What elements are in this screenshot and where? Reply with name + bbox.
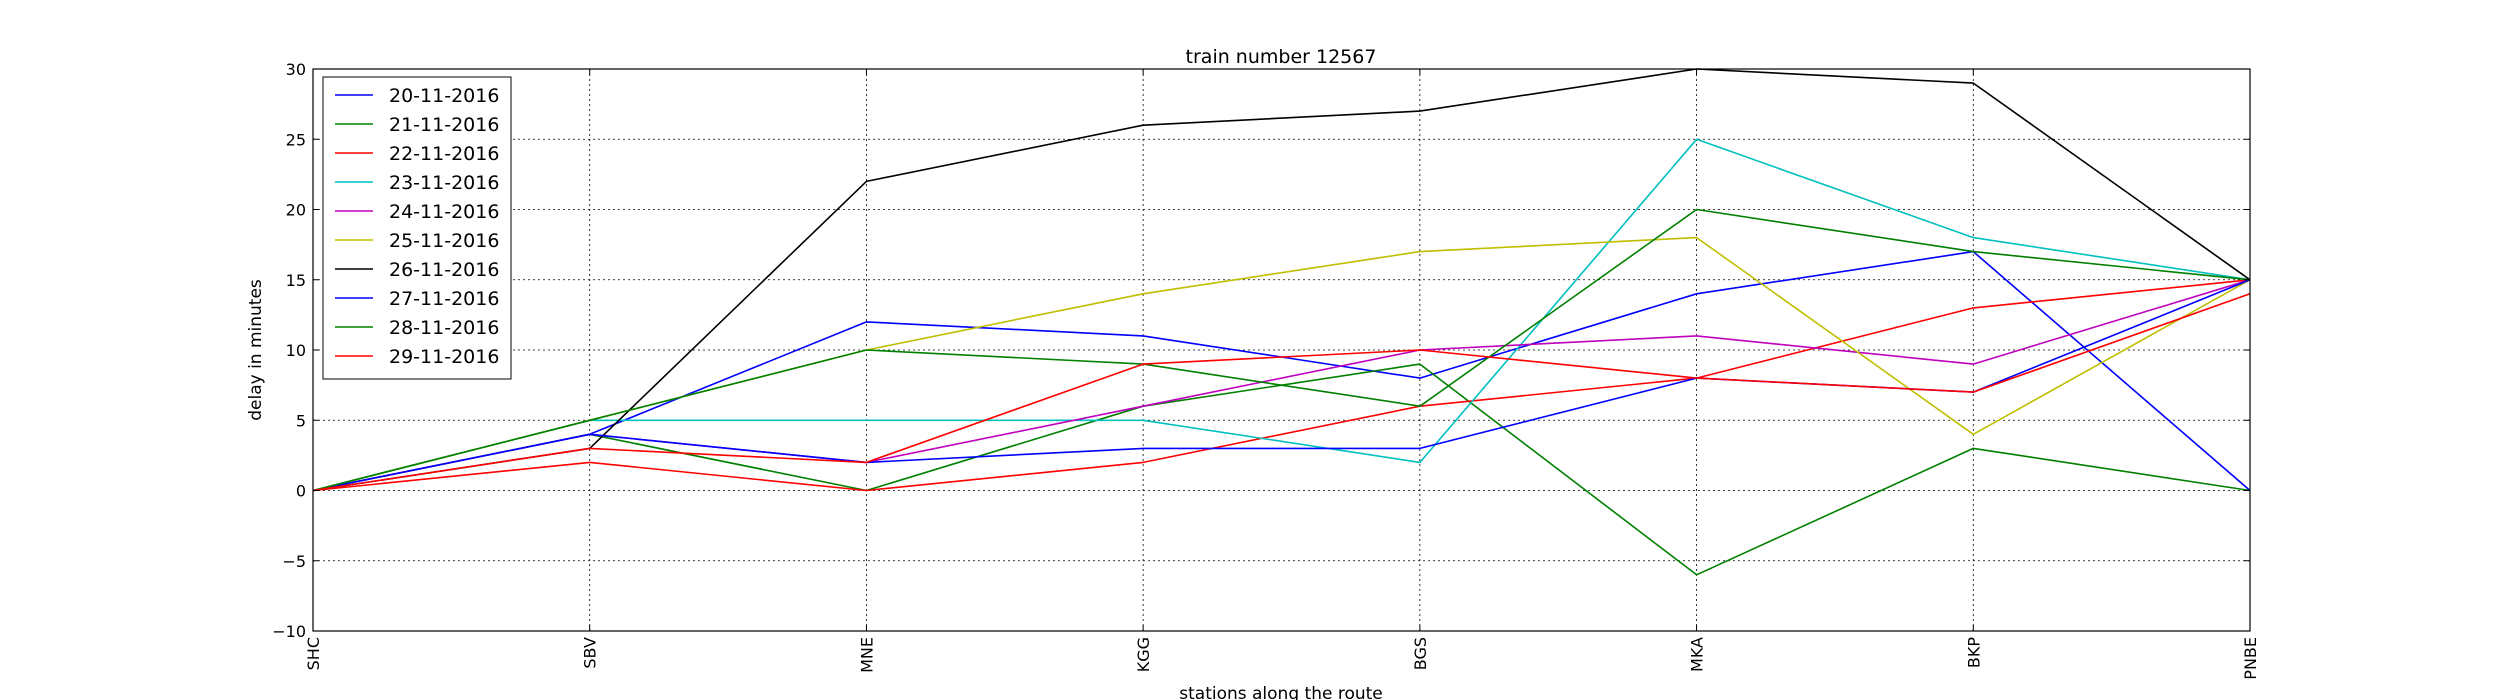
- x-tick-label: BKP: [1964, 637, 1983, 668]
- legend-label: 22-11-2016: [389, 143, 499, 165]
- y-tick-label: 20: [286, 201, 306, 220]
- legend-label: 27-11-2016: [389, 288, 499, 310]
- y-tick-label: 15: [286, 271, 306, 290]
- series-line-26-11-2016: [312, 68, 2251, 492]
- x-axis-label: stations along the route: [1179, 684, 1383, 700]
- x-axis: SHC SBV MNE KGG BGS MKA BKP PNBE: [304, 69, 2260, 680]
- series-line-23-11-2016: [312, 138, 2251, 492]
- legend-box: [322, 76, 512, 380]
- legend-label: 25-11-2016: [389, 230, 499, 252]
- legend-label: 26-11-2016: [389, 259, 499, 281]
- x-tick-label: PNBE: [2241, 637, 2260, 680]
- y-tick-label: 5: [296, 411, 306, 430]
- legend-label: 29-11-2016: [389, 346, 499, 368]
- x-tick-label: KGG: [1134, 637, 1153, 672]
- legend: 20-11-2016 21-11-2016 22-11-2016 23-11-2016…: [322, 76, 512, 380]
- x-tick-label: SBV: [581, 637, 600, 669]
- y-tick-label: −5: [282, 552, 306, 571]
- x-tick-label: BGS: [1411, 637, 1430, 670]
- legend-label: 28-11-2016: [389, 317, 499, 339]
- y-tick-label: 25: [286, 130, 306, 149]
- series-line-28-11-2016: [312, 208, 2251, 492]
- series-lines: [312, 68, 2251, 576]
- y-tick-label: 30: [286, 60, 306, 79]
- legend-label: 21-11-2016: [389, 114, 499, 136]
- series-line-29-11-2016: [312, 293, 2251, 492]
- y-axis: −10 −5 0 5 10 15 20 25 30: [272, 60, 2250, 641]
- legend-label: 24-11-2016: [389, 201, 499, 223]
- x-tick-label: MKA: [1688, 637, 1707, 672]
- legend-label: 23-11-2016: [389, 172, 499, 194]
- plot-area: [313, 69, 2250, 631]
- y-axis-label: delay in minutes: [246, 279, 266, 421]
- x-tick-label: SHC: [304, 637, 323, 670]
- y-tick-label: −10: [272, 622, 306, 641]
- y-tick-label: 10: [286, 341, 306, 360]
- y-tick-label: 0: [296, 482, 306, 501]
- chart-title: train number 12567: [1186, 46, 1377, 68]
- series-line-22-11-2016: [312, 279, 2251, 492]
- x-tick-label: MNE: [857, 637, 876, 673]
- legend-label: 20-11-2016: [389, 85, 499, 107]
